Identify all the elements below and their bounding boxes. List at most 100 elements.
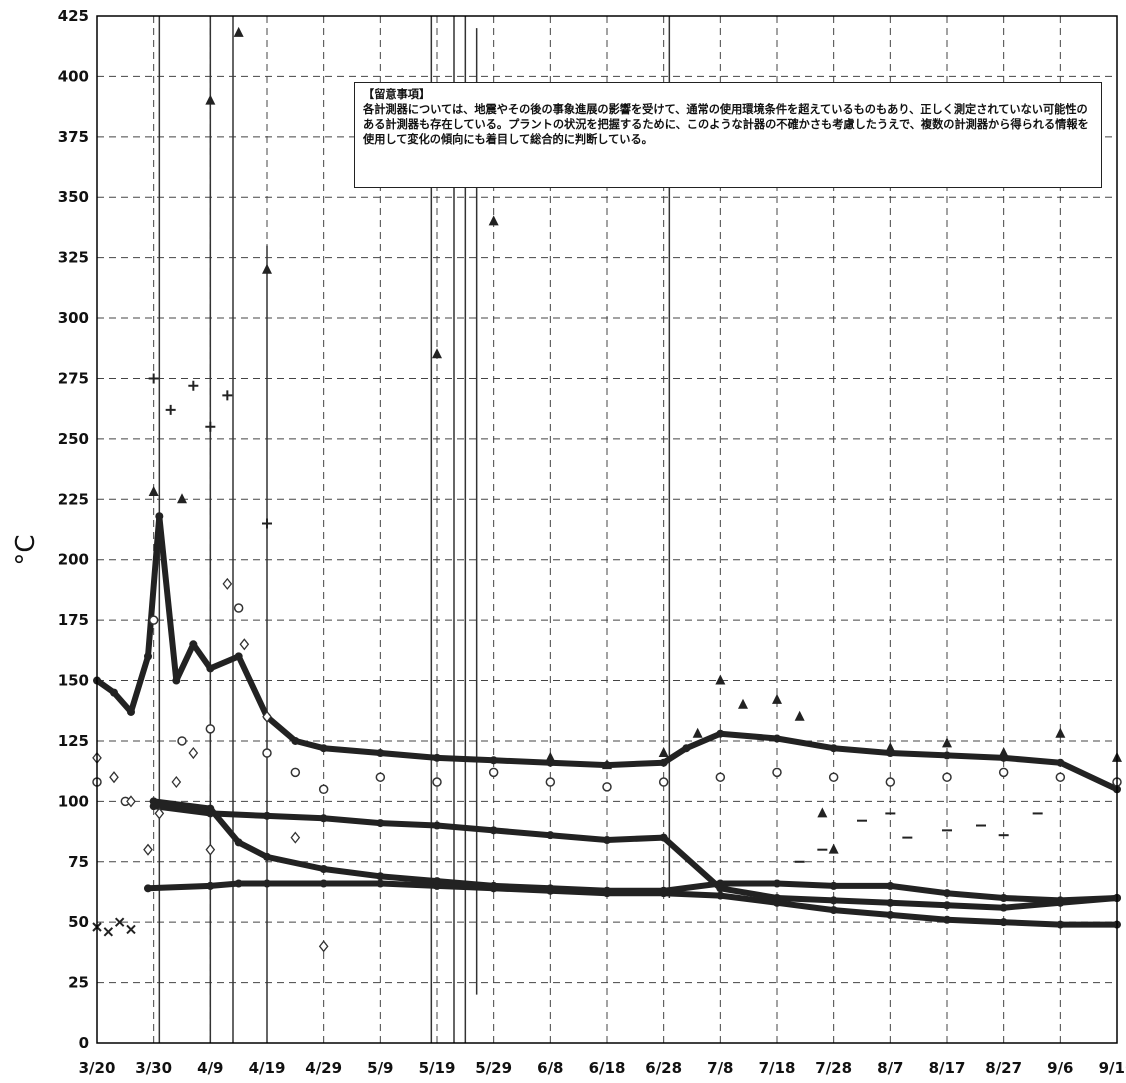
data-point <box>205 843 216 856</box>
data-point <box>205 421 216 432</box>
data-point <box>433 821 441 830</box>
data-point <box>319 744 328 753</box>
data-point <box>148 373 159 384</box>
data-point <box>772 693 782 704</box>
x-tick-label: 8/7 <box>877 1059 903 1077</box>
data-point <box>376 879 385 888</box>
data-point <box>773 734 781 743</box>
data-point <box>233 26 244 37</box>
caution-note: 【留意事項】 各計測器については、地震やその後の事象進展の影響を受けて、通常の使… <box>354 82 1102 188</box>
data-point <box>110 688 118 697</box>
data-point <box>290 767 301 778</box>
x-tick-label: 8/27 <box>985 1059 1022 1077</box>
x-tick-label: 7/8 <box>707 1059 733 1077</box>
data-point <box>143 843 153 856</box>
data-point <box>1056 758 1065 767</box>
data-point <box>488 215 499 226</box>
data-point <box>291 736 300 745</box>
data-point <box>602 782 612 792</box>
data-point <box>942 737 952 748</box>
data-point <box>603 836 611 845</box>
data-point <box>999 903 1008 912</box>
data-point <box>262 748 272 758</box>
data-point <box>1055 772 1066 782</box>
data-point <box>126 924 136 935</box>
y-tick-label: 225 <box>58 490 89 508</box>
x-tick-label: 9/6 <box>1047 1059 1073 1077</box>
y-tick-label: 150 <box>58 672 89 690</box>
data-point <box>165 404 176 415</box>
data-point <box>886 898 895 907</box>
y-tick-label: 25 <box>68 974 89 992</box>
data-point <box>239 638 250 651</box>
data-point <box>206 664 215 673</box>
data-point <box>233 603 244 613</box>
y-tick-label: 100 <box>58 792 89 810</box>
data-point <box>942 772 952 782</box>
data-point <box>319 879 328 888</box>
data-point <box>999 894 1008 903</box>
y-tick-label: 275 <box>58 369 89 387</box>
x-tick-label: 3/20 <box>79 1059 116 1077</box>
data-point <box>376 749 385 758</box>
x-tick-label: 4/19 <box>249 1059 286 1077</box>
x-tick-label: 3/30 <box>135 1059 172 1077</box>
data-point <box>318 940 329 953</box>
x-tick-label: 5/29 <box>475 1059 512 1077</box>
data-point <box>206 809 215 818</box>
data-point <box>205 724 216 734</box>
caution-note-text: 各計測器については、地震やその後の事象進展の影響を受けて、通常の使用環境条件を超… <box>363 103 1089 146</box>
x-tick-label: 4/29 <box>305 1059 342 1077</box>
data-point <box>659 886 668 895</box>
data-point <box>432 777 442 787</box>
data-point <box>886 881 895 890</box>
data-point <box>148 615 159 625</box>
data-point <box>171 775 182 789</box>
data-point <box>658 777 669 787</box>
x-tick-label: 8/17 <box>929 1059 966 1077</box>
y-tick-label: 400 <box>58 67 89 85</box>
data-point <box>715 674 726 685</box>
plot-frame <box>96 15 1118 1044</box>
y-tick-label: 300 <box>58 309 89 327</box>
data-point <box>943 901 951 910</box>
data-point <box>126 795 136 808</box>
data-point <box>829 744 838 753</box>
data-point <box>489 881 498 890</box>
y-tick-label: 350 <box>58 188 89 206</box>
y-tick-label: 75 <box>68 853 89 871</box>
data-point <box>234 652 243 661</box>
data-point <box>773 894 781 903</box>
data-point <box>546 831 555 840</box>
data-point <box>943 915 951 924</box>
data-point <box>263 852 271 861</box>
data-point <box>148 486 159 497</box>
data-point <box>682 744 691 753</box>
data-point <box>772 767 782 778</box>
data-point <box>319 865 328 874</box>
data-point <box>109 771 119 784</box>
x-tick-label: 5/9 <box>367 1059 393 1077</box>
data-point <box>177 736 187 746</box>
data-point <box>943 751 951 760</box>
data-point <box>886 910 895 919</box>
data-point <box>205 94 216 105</box>
x-tick-label: 7/28 <box>815 1059 852 1077</box>
x-tick-label: 6/18 <box>589 1059 626 1077</box>
data-point <box>546 884 555 893</box>
series-line <box>150 803 1120 911</box>
data-point <box>149 802 158 811</box>
data-point <box>262 263 272 274</box>
x-tick-label: 5/19 <box>419 1059 456 1077</box>
y-tick-label: 375 <box>58 128 89 146</box>
data-point <box>716 729 725 738</box>
data-point <box>716 884 725 893</box>
data-point <box>318 784 329 795</box>
data-point <box>489 756 498 765</box>
data-point <box>603 886 611 895</box>
x-tick-labels: 3/20 3/30 4/9 4/19 4/29 5/9 5/19 5/29 6/8 6/18 6/2… <box>79 1059 1126 1077</box>
data-point <box>999 918 1008 927</box>
data-point <box>489 826 498 835</box>
y-tick-label: 50 <box>68 913 89 931</box>
y-tick-label: 425 <box>58 7 89 25</box>
